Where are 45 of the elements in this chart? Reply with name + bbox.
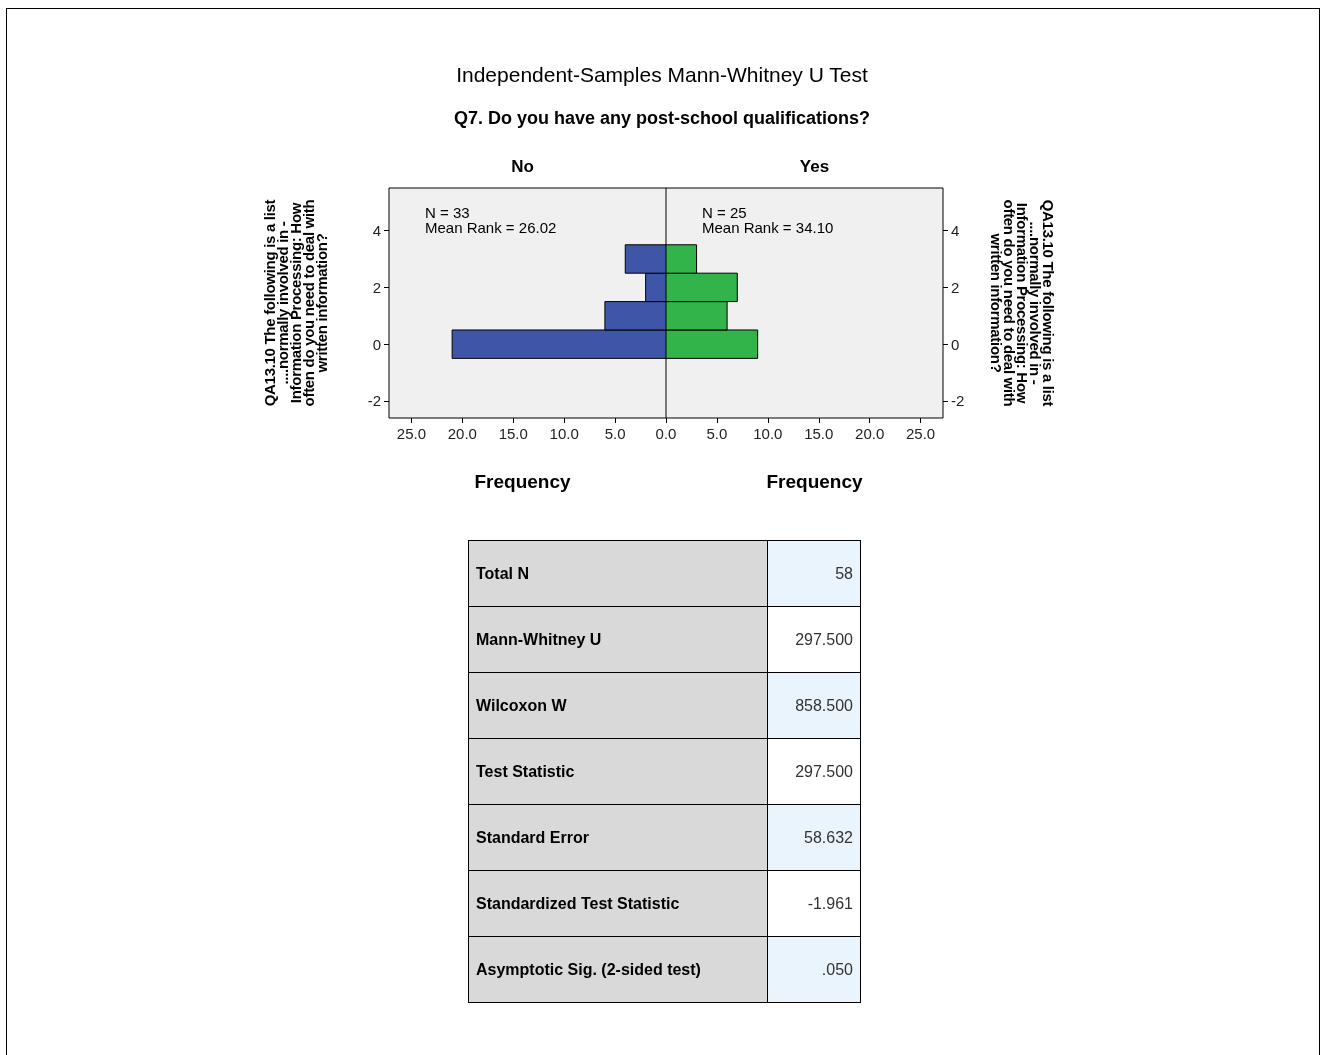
text: 858.500	[795, 696, 853, 714]
y-tick-label: 4	[951, 222, 960, 240]
x-tick-label: 10.0	[549, 425, 579, 442]
category-label: Asymptotic Sig. (2-sided test)	[468, 936, 768, 1003]
x-tick-label: 25.0	[905, 425, 936, 442]
x-tick-label: 10.0	[753, 425, 783, 442]
y-tick-label: 4	[372, 222, 381, 240]
x-tick-label: 15.0	[804, 425, 834, 442]
y-tick-label: 0	[951, 335, 960, 353]
text: 58	[835, 564, 853, 582]
annotation: N = 25	[702, 204, 747, 221]
y-tick-label: -2	[367, 392, 381, 410]
chart-subtitle: Q7. Do you have any post-school qualifications?	[452, 108, 872, 129]
y-tick-label: 0	[372, 335, 381, 353]
category-label: Wilcoxon W	[468, 672, 768, 739]
y-axis-title: QA13.10 The following is a list ....normally involved in - Information Processing: How often do you need to deal with written information?	[259, 198, 330, 409]
annotation: Mean Rank = 26.02	[425, 219, 557, 236]
category-label: Mann-Whitney U	[468, 606, 768, 673]
category-label: Test Statistic	[468, 738, 768, 805]
category-label: Standardized Test Statistic	[468, 870, 768, 937]
x-tick-label: 20.0	[855, 425, 885, 442]
y-tick-label: 2	[372, 278, 381, 296]
y-axis-title: QA13.10 The following is a list ....normally involved in - Information Processing: How often do you need to deal with written information?	[987, 198, 1058, 409]
x-tick-label: 5.0	[706, 425, 728, 442]
text: 58.632	[804, 828, 853, 846]
y-tick-label: -2	[951, 392, 965, 410]
text: 297.500	[795, 762, 853, 780]
category-label: Total N	[468, 540, 768, 607]
x-tick-label: 20.0	[447, 425, 477, 442]
category-label: Standard Error	[468, 804, 768, 871]
x-axis-title: Frequency	[473, 471, 572, 493]
text: -1.961	[807, 894, 853, 912]
text: Yes	[798, 157, 831, 176]
x-tick-label: 25.0	[396, 425, 427, 442]
x-tick-label: 5.0	[604, 425, 626, 442]
x-axis-title: Frequency	[765, 471, 864, 493]
annotation: N = 33	[425, 204, 470, 221]
text: .050	[821, 960, 853, 978]
annotation: Mean Rank = 34.10	[702, 219, 834, 236]
x-tick-label: 15.0	[498, 425, 528, 442]
x-tick-label: 0.0	[655, 425, 677, 442]
y-tick-label: 2	[951, 278, 960, 296]
text: 297.500	[795, 630, 853, 648]
text: No	[510, 157, 535, 176]
chart-title: Independent-Samples Mann-Whitney U Test	[455, 63, 869, 87]
